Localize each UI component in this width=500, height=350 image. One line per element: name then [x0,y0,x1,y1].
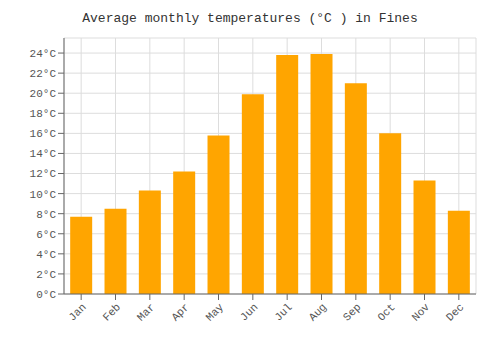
svg-text:Aug: Aug [307,301,329,323]
svg-text:0°C: 0°C [36,289,56,301]
svg-text:14°C: 14°C [30,148,57,160]
html-text:Average monthly temperatures (: Average monthly temperatures (°C ) in Fi… [82,11,418,26]
svg-text:Oct: Oct [375,301,397,323]
svg-text:4°C: 4°C [36,249,56,261]
svg-text:2°C: 2°C [36,269,56,281]
svg-text:16°C: 16°C [30,128,57,140]
svg-text:Mar: Mar [135,301,157,323]
svg-text:12°C: 12°C [30,168,57,180]
svg-text:24°C: 24°C [30,48,57,60]
svg-text:Apr: Apr [169,301,191,323]
svg-text:6°C: 6°C [36,229,56,241]
svg-text:Nov: Nov [410,301,433,324]
svg-text:18°C: 18°C [30,108,57,120]
svg-text:Jun: Jun [238,301,260,323]
svg-text:8°C: 8°C [36,209,56,221]
svg-text:Feb: Feb [101,301,123,323]
svg-text:Jan: Jan [66,301,88,323]
svg-text:Sep: Sep [341,301,363,323]
svg-text:10°C: 10°C [30,189,57,201]
svg-text:Dec: Dec [444,301,466,323]
svg-text:Jul: Jul [272,301,294,323]
svg-text:22°C: 22°C [30,68,57,80]
svg-text:20°C: 20°C [30,88,57,100]
svg-text:May: May [204,301,227,324]
